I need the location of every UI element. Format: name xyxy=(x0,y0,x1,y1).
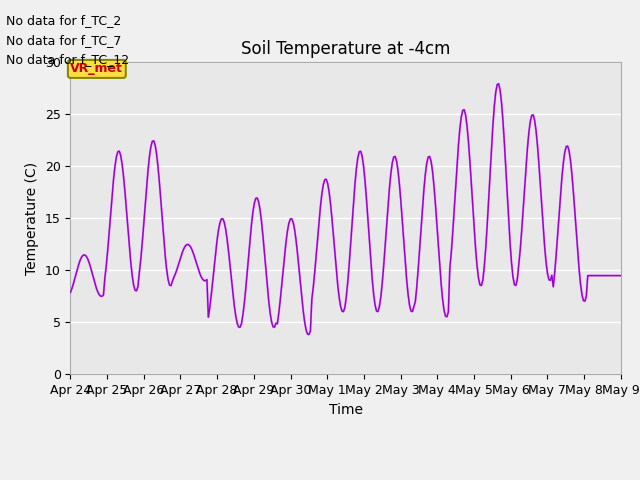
Title: Soil Temperature at -4cm: Soil Temperature at -4cm xyxy=(241,40,451,58)
Y-axis label: Temperature (C): Temperature (C) xyxy=(25,162,39,275)
Text: No data for f_TC_7: No data for f_TC_7 xyxy=(6,34,122,47)
Text: No data for f_TC_12: No data for f_TC_12 xyxy=(6,53,129,66)
Text: No data for f_TC_2: No data for f_TC_2 xyxy=(6,14,122,27)
Text: VR_met: VR_met xyxy=(70,62,124,75)
X-axis label: Time: Time xyxy=(328,403,363,417)
